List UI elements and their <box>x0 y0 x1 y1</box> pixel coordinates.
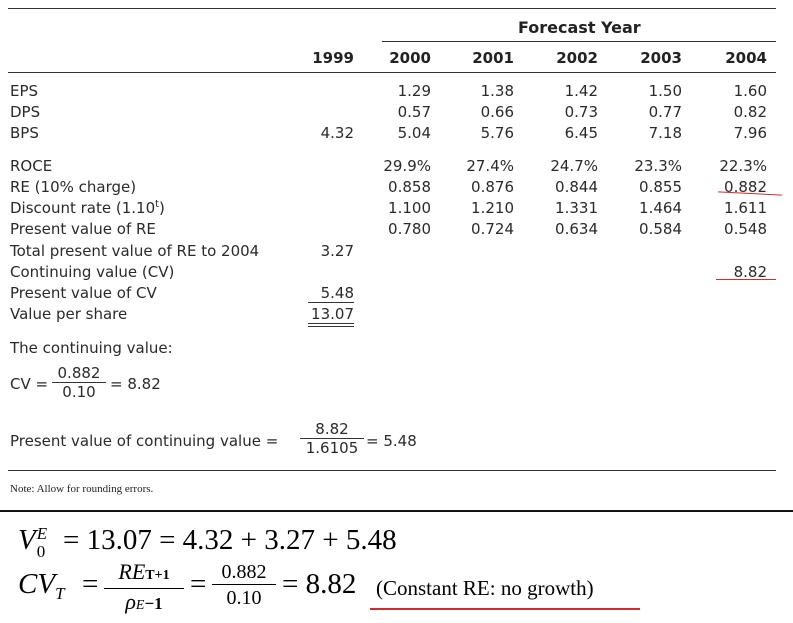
constant-re-red-underline <box>370 608 640 610</box>
pv-cv-numerator: 8.82 <box>315 420 349 438</box>
year-header-4: 2003 <box>640 49 682 67</box>
year-header-0: 1999 <box>312 49 354 67</box>
forecast-year-header: Forecast Year <box>518 18 641 37</box>
cv-denominator: 0.10 <box>52 382 106 401</box>
value-per-share-double-underline-2 <box>308 326 354 327</box>
row-label: Continuing value (CV) <box>10 263 175 281</box>
row-label: BPS <box>10 124 39 142</box>
cv-numeric-denominator: 0.10 <box>212 584 276 611</box>
section-divider <box>0 510 793 512</box>
year-header-2: 2001 <box>472 49 514 67</box>
cv-heading: The continuing value: <box>10 339 173 357</box>
table-cell: 0.724 <box>471 220 514 238</box>
row-label: Total present value of RE to 2004 <box>10 242 260 260</box>
pv-cv-result: = 5.48 <box>366 432 417 450</box>
table-cell: 7.18 <box>648 124 682 142</box>
cv-numeric-numerator: 0.882 <box>221 561 267 583</box>
cv-subscript: T <box>55 584 65 603</box>
table-cell: 22.3% <box>719 157 767 175</box>
cv-result: = 8.82 <box>110 375 161 393</box>
table-cell: 0.66 <box>480 103 514 121</box>
header-bottom-rule <box>8 72 776 73</box>
cv-numeric-fraction: 0.882 0.10 <box>212 560 276 611</box>
cv-general-denominator: ρE−1 <box>104 588 184 619</box>
row-label: ROCE <box>10 157 53 175</box>
cv-equals-2: = <box>190 568 207 600</box>
year-header-3: 2002 <box>556 49 598 67</box>
table-cell: 0.780 <box>388 220 431 238</box>
cv-fraction: 0.882 0.10 <box>52 364 106 401</box>
table-cell: 4.32 <box>320 124 354 142</box>
cv-2004-red-underline <box>716 279 776 280</box>
constant-re-note: (Constant RE: no growth) <box>376 576 594 600</box>
value-per-share-double-underline-1 <box>308 323 354 324</box>
cv-prefix: CV = <box>10 375 49 393</box>
table-cell: 5.48 <box>320 284 354 302</box>
row-label: EPS <box>10 82 39 100</box>
forecast-header-rule <box>382 41 776 42</box>
row-label: Value per share <box>10 305 128 323</box>
table-cell: 0.548 <box>724 220 767 238</box>
v-superscript: E <box>36 524 48 543</box>
table-cell: 29.9% <box>383 157 431 175</box>
v-subscript: 0 <box>36 542 46 561</box>
table-cell: 13.07 <box>311 305 354 323</box>
note-rule <box>8 470 776 471</box>
table-cell: 1.100 <box>388 199 431 217</box>
row-label: DPS <box>10 103 41 121</box>
table-cell: 0.858 <box>388 178 431 196</box>
cv-equation-symbol: CVT <box>18 568 65 603</box>
table-cell: 5.04 <box>397 124 431 142</box>
table-cell: 0.855 <box>639 178 682 196</box>
table-cell: 1.331 <box>555 199 598 217</box>
cv-general-numerator: RET+1 <box>118 559 170 584</box>
year-header-1: 2000 <box>389 49 431 67</box>
table-cell: 1.38 <box>480 82 514 100</box>
cv-equals-1: = <box>82 568 99 600</box>
table-cell: 0.844 <box>555 178 598 196</box>
table-cell: 1.60 <box>733 82 767 100</box>
row-label: RE (10% charge) <box>10 178 137 196</box>
row-label: Present value of RE <box>10 220 156 238</box>
cv-numeric-result: = 8.82 <box>282 568 357 600</box>
table-cell: 0.77 <box>648 103 682 121</box>
pv-cv-prefix: Present value of continuing value = <box>10 432 279 450</box>
pv-cv-underline <box>308 302 354 303</box>
table-cell: 1.29 <box>397 82 431 100</box>
table-cell: 24.7% <box>550 157 598 175</box>
table-cell: 8.82 <box>733 263 767 281</box>
pv-cv-denominator: 1.6105 <box>300 438 364 457</box>
table-cell: 0.876 <box>471 178 514 196</box>
row-label: Present value of CV <box>10 284 157 302</box>
table-cell: 27.4% <box>466 157 514 175</box>
year-header-5: 2004 <box>725 49 767 67</box>
table-cell: 0.57 <box>397 103 431 121</box>
table-cell: 0.73 <box>564 103 598 121</box>
cv-numerator: 0.882 <box>57 364 101 382</box>
row-label: Discount rate (1.10t) <box>10 199 165 217</box>
table-cell: 0.82 <box>733 103 767 121</box>
table-cell: 7.96 <box>733 124 767 142</box>
rounding-note: Note: Allow for rounding errors. <box>10 483 154 495</box>
table-cell: 1.464 <box>639 199 682 217</box>
table-cell: 1.50 <box>648 82 682 100</box>
cv-symbol: CV <box>18 568 56 600</box>
table-cell: 6.45 <box>564 124 598 142</box>
table-cell: 5.76 <box>480 124 514 142</box>
table-cell: 0.584 <box>639 220 682 238</box>
value-equation-rest: = 13.07 = 4.32 + 3.27 + 5.48 <box>62 524 397 556</box>
table-cell: 1.42 <box>564 82 598 100</box>
table-cell: 1.611 <box>724 199 767 217</box>
table-cell: 23.3% <box>634 157 682 175</box>
pv-cv-fraction: 8.82 1.6105 <box>300 420 364 457</box>
table-cell: 0.634 <box>555 220 598 238</box>
v-symbol: V <box>18 524 36 556</box>
table-cell: 3.27 <box>320 242 354 260</box>
cv-general-fraction: RET+1 ρE−1 <box>104 560 184 619</box>
table-cell: 1.210 <box>471 199 514 217</box>
table-top-rule <box>8 8 776 9</box>
